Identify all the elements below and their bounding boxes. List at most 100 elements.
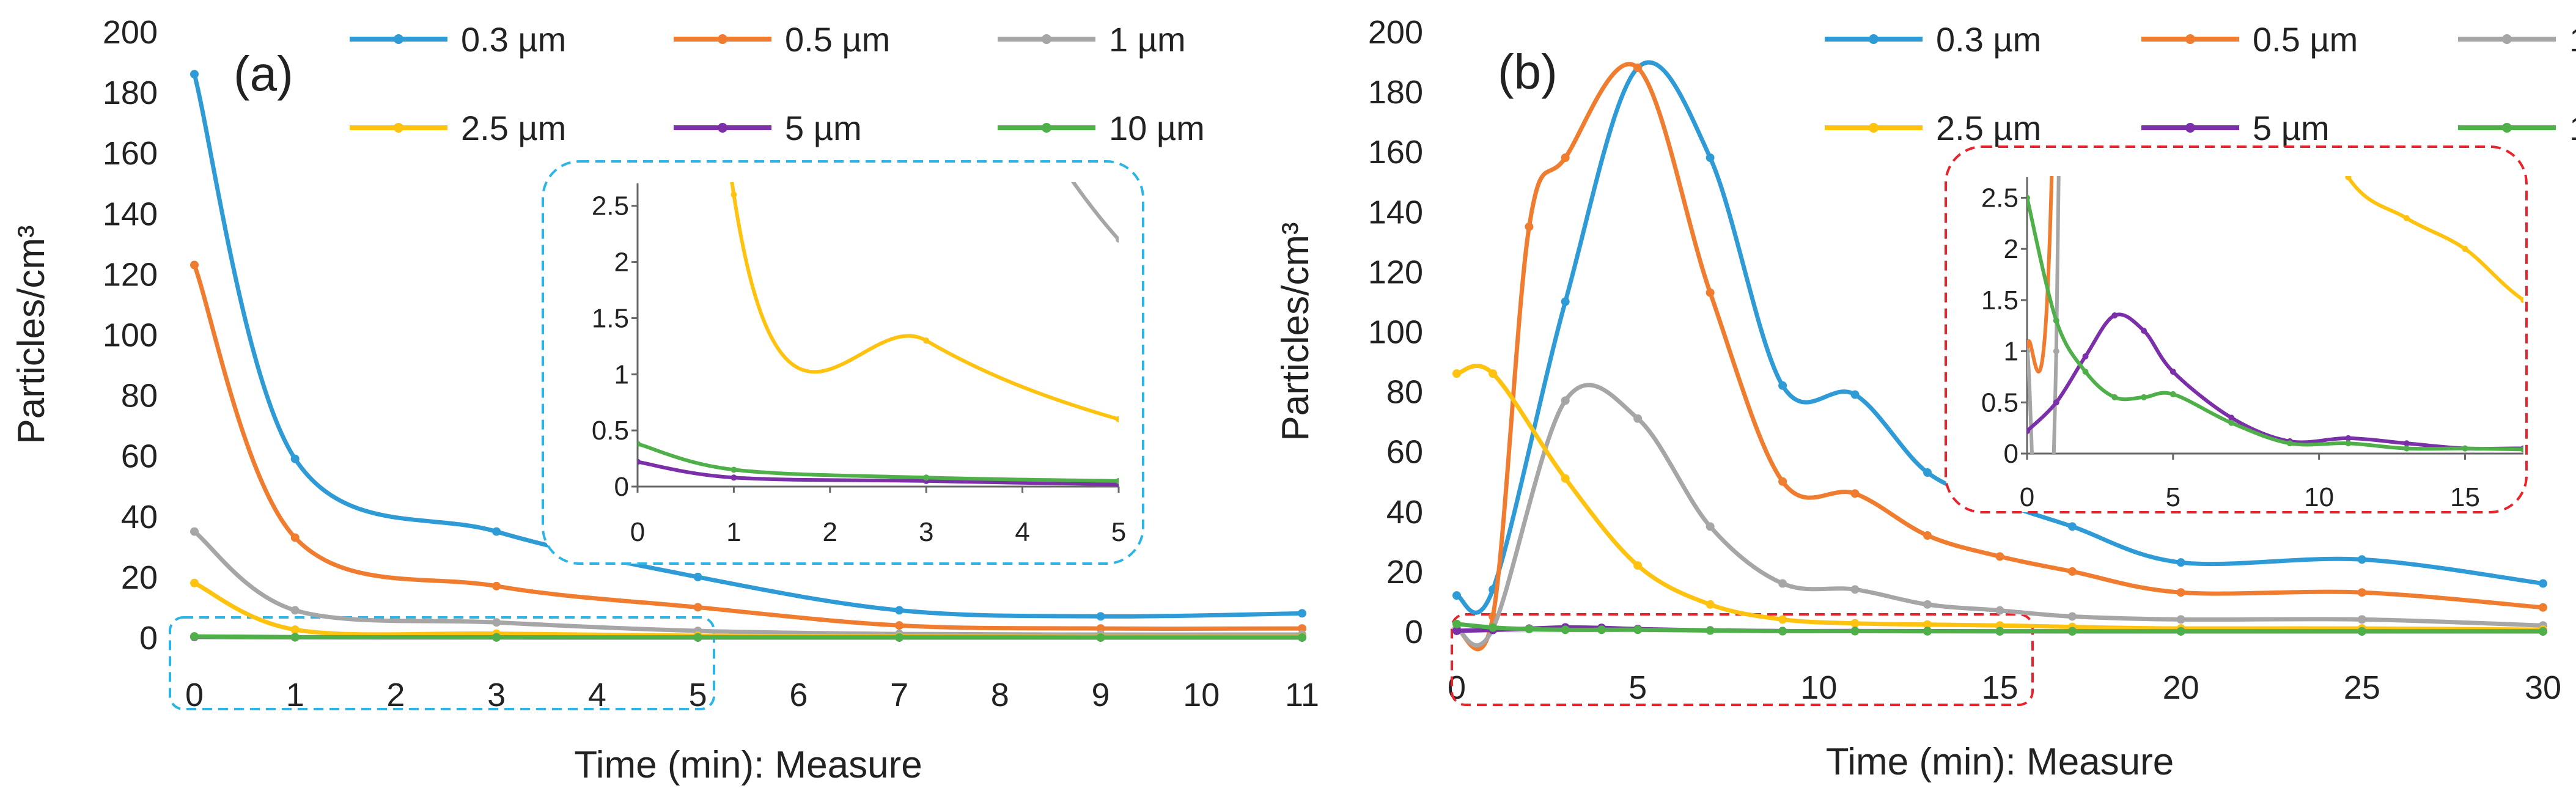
y-tick-label: 180 bbox=[1368, 74, 1423, 111]
inset-data-point bbox=[1116, 416, 1119, 422]
y-tick-label: 100 bbox=[1368, 314, 1423, 351]
data-point bbox=[1995, 621, 2004, 630]
x-tick-label: 10 bbox=[1183, 677, 1220, 713]
inset-x-tick-label: 1 bbox=[726, 517, 741, 547]
inset-y-tick-label: 1 bbox=[614, 359, 629, 389]
x-tick-label: 20 bbox=[2163, 669, 2199, 706]
data-point bbox=[1850, 489, 1860, 498]
legend-marker bbox=[1042, 123, 1051, 133]
panel-label: (b) bbox=[1498, 45, 1558, 99]
data-point bbox=[1561, 153, 1570, 163]
y-tick-label: 60 bbox=[121, 438, 158, 475]
x-tick-label: 0 bbox=[185, 677, 204, 713]
data-point bbox=[1561, 396, 1570, 405]
legend-entry-2-5-um[interactable]: 2.5 µm bbox=[350, 109, 566, 147]
data-point bbox=[2067, 627, 2077, 636]
data-point bbox=[1923, 531, 1932, 540]
data-point bbox=[1706, 626, 1715, 635]
inset-data-point bbox=[2286, 440, 2293, 447]
legend-entry-5-um[interactable]: 5 µm bbox=[2141, 109, 2330, 147]
legend-entry-10-um[interactable]: 10 µm bbox=[998, 109, 1205, 147]
inset-data-point bbox=[2111, 394, 2118, 400]
data-point bbox=[1778, 627, 1787, 636]
inset-data-point bbox=[2462, 246, 2468, 252]
data-point bbox=[492, 581, 501, 590]
zoom-region-box bbox=[169, 616, 715, 710]
y-tick-label: 80 bbox=[1386, 374, 1423, 411]
inset-data-point bbox=[2403, 440, 2410, 447]
data-point bbox=[1633, 414, 1643, 423]
data-point bbox=[190, 70, 199, 79]
legend-entry-0-5-um[interactable]: 0.5 µm bbox=[674, 20, 890, 59]
data-point bbox=[1096, 624, 1105, 633]
x-tick-label: 11 bbox=[1285, 677, 1319, 713]
y-tick-label: 60 bbox=[1386, 434, 1423, 471]
legend-marker bbox=[2185, 34, 2195, 44]
data-point bbox=[2067, 522, 2077, 531]
data-point bbox=[1995, 606, 2004, 615]
x-tick-label: 4 bbox=[588, 677, 606, 713]
y-axis-label: Particles/cm³ bbox=[1275, 222, 1317, 441]
data-point bbox=[1597, 625, 1606, 635]
inset-y-tick-label: 0 bbox=[2004, 439, 2018, 469]
inset-data-point bbox=[2169, 391, 2176, 397]
data-point bbox=[1778, 579, 1787, 588]
inset-data-point bbox=[2345, 440, 2352, 447]
data-point bbox=[2176, 627, 2185, 636]
data-point bbox=[2176, 615, 2185, 624]
y-tick-label: 120 bbox=[1368, 254, 1423, 290]
legend-entry-0-3-um[interactable]: 0.3 µm bbox=[1825, 20, 2041, 59]
data-point bbox=[190, 632, 199, 641]
y-axis-label: Particles/cm³ bbox=[10, 225, 53, 444]
inset-series-line-5-um bbox=[638, 460, 1119, 487]
inset-x-tick-label: 3 bbox=[919, 517, 933, 547]
inset-plot-area bbox=[2027, 176, 2523, 455]
inset-data-point bbox=[2228, 414, 2235, 421]
y-tick-label: 140 bbox=[103, 196, 158, 232]
data-point bbox=[1525, 625, 1534, 634]
inset-data-point bbox=[730, 474, 737, 481]
data-point bbox=[2539, 603, 2547, 612]
data-point bbox=[2176, 558, 2185, 567]
legend-marker bbox=[394, 34, 403, 44]
inset-b: 0 0.5 1 1.5 2 2.5 0 5 10 15 bbox=[1945, 145, 2528, 513]
data-point bbox=[1633, 63, 1643, 72]
legend-entry-1-um[interactable]: 1 µm bbox=[998, 20, 1186, 59]
inset-series-line-10-um bbox=[638, 442, 1119, 483]
legend-entry-10-um[interactable]: 10 µm bbox=[2458, 109, 2576, 147]
inset-data-point bbox=[923, 337, 930, 344]
data-point bbox=[1452, 619, 1461, 628]
legend-marker bbox=[2502, 34, 2512, 44]
x-tick-label: 3 bbox=[487, 677, 506, 713]
data-point bbox=[1706, 153, 1715, 163]
legend-marker bbox=[1869, 34, 1879, 44]
x-axis-label: Time (min): Measure bbox=[1826, 741, 2174, 783]
inset-data-point bbox=[2403, 445, 2410, 452]
legend-entry-5-um[interactable]: 5 µm bbox=[674, 109, 862, 147]
y-tick-label: 140 bbox=[1368, 194, 1423, 230]
y-tick-label: 40 bbox=[121, 499, 158, 535]
x-tick-label: 0 bbox=[1448, 669, 1466, 706]
legend-entry-0-3-um[interactable]: 0.3 µm bbox=[350, 20, 566, 59]
inset-plot-area bbox=[638, 182, 1119, 488]
data-point bbox=[1561, 625, 1570, 635]
data-point bbox=[1706, 600, 1715, 609]
legend-entry-0-5-um[interactable]: 0.5 µm bbox=[2141, 20, 2358, 59]
inset-x-tick-label: 5 bbox=[1111, 517, 1126, 547]
inset-x-tick-label: 0 bbox=[2020, 482, 2034, 512]
inset-data-point bbox=[2053, 399, 2059, 406]
inset-x-tick-label: 4 bbox=[1015, 517, 1029, 547]
legend-marker bbox=[718, 34, 727, 44]
legend-entry-2-5-um[interactable]: 2.5 µm bbox=[1825, 109, 2041, 147]
data-point bbox=[190, 527, 199, 536]
legend-label: 0.5 µm bbox=[2253, 20, 2358, 59]
data-point bbox=[1096, 633, 1105, 642]
inset-data-point bbox=[1116, 236, 1119, 243]
legend-entry-1-um[interactable]: 1 µm bbox=[2458, 20, 2576, 59]
data-point bbox=[290, 533, 300, 542]
inset-data-point bbox=[2141, 328, 2147, 334]
data-point bbox=[1452, 626, 1461, 635]
data-point bbox=[190, 578, 199, 587]
y-tick-label: 80 bbox=[121, 378, 158, 414]
